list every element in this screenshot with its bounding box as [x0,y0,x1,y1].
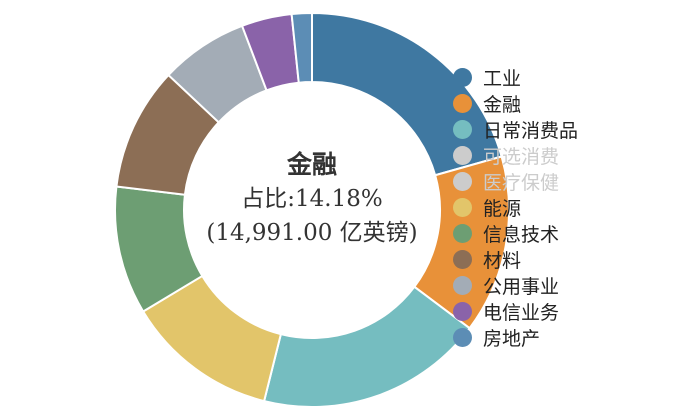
legend-label: 房地产 [483,327,541,350]
legend-marker-icon [453,145,472,165]
center-value-text: (14,991.00 亿英镑) [206,220,418,246]
center-label: 金融 占比:14.18% (14,991.00 亿英镑) [170,148,454,250]
legend-item-1[interactable]: 金融 [453,90,578,116]
legend-marker-icon [453,301,472,321]
legend-label: 医疗保健 [483,171,560,194]
legend-label: 金融 [483,93,522,116]
donut-slice-10[interactable] [290,11,313,84]
legend-item-3[interactable]: 可选消费 [453,142,578,168]
legend-label: 能源 [483,197,522,220]
legend-item-10[interactable]: 房地产 [453,324,578,350]
legend-marker-icon [453,197,472,217]
legend-label: 电信业务 [483,301,560,324]
legend-item-7[interactable]: 材料 [453,246,578,272]
legend-item-5[interactable]: 能源 [453,194,578,220]
legend-marker-icon [453,275,472,295]
legend-label: 材料 [483,249,522,272]
legend-marker-icon [453,327,472,347]
legend-marker-icon [453,249,472,269]
legend-marker-icon [453,223,472,243]
legend-item-6[interactable]: 信息技术 [453,220,578,246]
legend: 工业金融日常消费品可选消费医疗保健能源信息技术材料公用事业电信业务房地产 [453,64,578,350]
legend-marker-icon [453,67,472,87]
legend-item-8[interactable]: 公用事业 [453,272,578,298]
legend-item-0[interactable]: 工业 [453,64,578,90]
legend-marker-icon [453,171,472,191]
legend-label: 可选消费 [483,145,560,168]
legend-label: 工业 [483,67,522,90]
legend-marker-icon [453,93,472,113]
center-category-name: 金融 [286,150,337,179]
legend-label: 信息技术 [483,223,560,246]
legend-item-2[interactable]: 日常消费品 [453,116,578,142]
center-share-text: 占比:14.18% [241,186,383,212]
legend-marker-icon [453,119,472,139]
legend-label: 公用事业 [483,275,560,298]
legend-item-4[interactable]: 医疗保健 [453,168,578,194]
legend-label: 日常消费品 [483,119,579,142]
legend-item-9[interactable]: 电信业务 [453,298,578,324]
donut-slice-2[interactable] [262,285,471,408]
